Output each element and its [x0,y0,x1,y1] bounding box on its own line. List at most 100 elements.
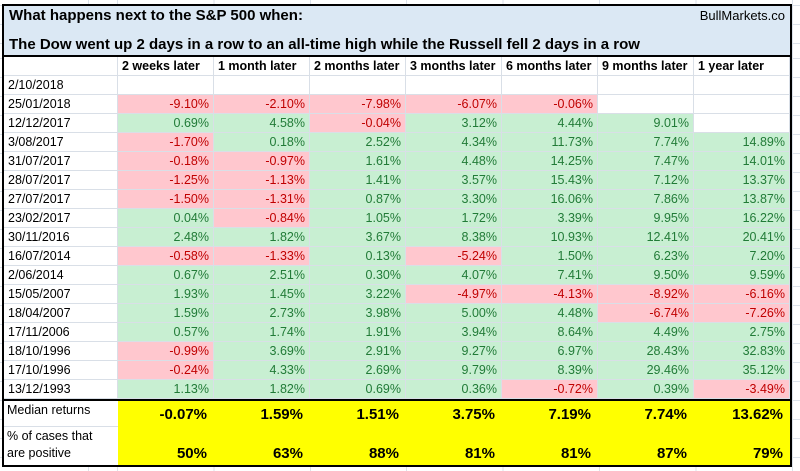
return-cell[interactable]: 9.59% [694,266,790,285]
return-cell[interactable]: 4.44% [502,114,598,133]
return-cell[interactable]: -9.10% [118,95,214,114]
return-cell[interactable]: 14.01% [694,152,790,171]
return-cell[interactable] [598,95,694,114]
column-header[interactable]: 2 months later [310,57,406,76]
return-cell[interactable]: -0.18% [118,152,214,171]
return-cell[interactable]: 6.23% [598,247,694,266]
return-cell[interactable]: -6.07% [406,95,502,114]
return-cell[interactable]: -7.98% [310,95,406,114]
return-cell[interactable]: -2.10% [214,95,310,114]
return-cell[interactable]: -0.24% [118,361,214,380]
return-cell[interactable]: 3.57% [406,171,502,190]
return-cell[interactable]: 3.12% [406,114,502,133]
return-cell[interactable]: -6.16% [694,285,790,304]
date-cell[interactable]: 31/07/2017 [4,152,118,171]
return-cell[interactable]: -3.49% [694,380,790,399]
return-cell[interactable]: 2.69% [310,361,406,380]
return-cell[interactable]: 0.13% [310,247,406,266]
return-cell[interactable]: -4.13% [502,285,598,304]
return-cell[interactable]: 0.69% [310,380,406,399]
date-cell[interactable]: 16/07/2014 [4,247,118,266]
return-cell[interactable]: 6.97% [502,342,598,361]
return-cell[interactable]: 3.22% [310,285,406,304]
return-cell[interactable]: -0.72% [502,380,598,399]
return-cell[interactable]: 13.37% [694,171,790,190]
return-cell[interactable]: 8.38% [406,228,502,247]
return-cell[interactable]: 7.47% [598,152,694,171]
return-cell[interactable]: 7.20% [694,247,790,266]
return-cell[interactable]: 9.79% [406,361,502,380]
corner-cell[interactable] [4,57,118,76]
summary-value-cell[interactable]: 50% [118,427,214,465]
return-cell[interactable] [118,76,214,95]
return-cell[interactable]: 4.58% [214,114,310,133]
return-cell[interactable]: 0.87% [310,190,406,209]
return-cell[interactable]: -6.74% [598,304,694,323]
return-cell[interactable]: -1.31% [214,190,310,209]
return-cell[interactable]: 7.41% [502,266,598,285]
return-cell[interactable]: 3.94% [406,323,502,342]
return-cell[interactable] [406,76,502,95]
return-cell[interactable]: -8.92% [598,285,694,304]
date-cell[interactable]: 27/07/2017 [4,190,118,209]
summary-value-cell[interactable]: 81% [406,427,502,465]
return-cell[interactable]: 4.48% [406,152,502,171]
date-cell[interactable]: 23/02/2017 [4,209,118,228]
summary-value-cell[interactable]: 81% [502,427,598,465]
return-cell[interactable]: 3.69% [214,342,310,361]
return-cell[interactable] [310,76,406,95]
return-cell[interactable]: 0.18% [214,133,310,152]
return-cell[interactable]: -0.58% [118,247,214,266]
return-cell[interactable]: 0.67% [118,266,214,285]
return-cell[interactable]: 0.39% [598,380,694,399]
return-cell[interactable]: 9.27% [406,342,502,361]
return-cell[interactable]: 7.86% [598,190,694,209]
return-cell[interactable]: 2.73% [214,304,310,323]
date-cell[interactable]: 2/06/2014 [4,266,118,285]
return-cell[interactable]: 1.72% [406,209,502,228]
return-cell[interactable]: -4.97% [406,285,502,304]
return-cell[interactable]: -0.97% [214,152,310,171]
date-cell[interactable]: 18/10/1996 [4,342,118,361]
column-header[interactable]: 6 months later [502,57,598,76]
return-cell[interactable]: 35.12% [694,361,790,380]
summary-value-cell[interactable]: 3.75% [406,401,502,427]
return-cell[interactable]: -0.84% [214,209,310,228]
date-cell[interactable]: 17/10/1996 [4,361,118,380]
return-cell[interactable]: -7.26% [694,304,790,323]
date-cell[interactable]: 3/08/2017 [4,133,118,152]
return-cell[interactable]: 1.82% [214,228,310,247]
return-cell[interactable]: 1.13% [118,380,214,399]
return-cell[interactable]: 29.46% [598,361,694,380]
summary-value-cell[interactable]: 13.62% [694,401,790,427]
date-cell[interactable]: 18/04/2007 [4,304,118,323]
return-cell[interactable]: 2.48% [118,228,214,247]
return-cell[interactable]: 1.93% [118,285,214,304]
return-cell[interactable]: -0.99% [118,342,214,361]
return-cell[interactable]: 14.89% [694,133,790,152]
return-cell[interactable]: 4.49% [598,323,694,342]
return-cell[interactable]: 0.57% [118,323,214,342]
summary-value-cell[interactable]: 88% [310,427,406,465]
date-cell[interactable]: 28/07/2017 [4,171,118,190]
return-cell[interactable]: 1.45% [214,285,310,304]
column-header[interactable]: 3 months later [406,57,502,76]
date-cell[interactable]: 30/11/2016 [4,228,118,247]
return-cell[interactable]: 2.75% [694,323,790,342]
return-cell[interactable]: -1.70% [118,133,214,152]
return-cell[interactable]: 2.91% [310,342,406,361]
column-header[interactable]: 1 month later [214,57,310,76]
summary-value-cell[interactable]: -0.07% [118,401,214,427]
date-cell[interactable]: 2/10/2018 [4,76,118,95]
summary-label[interactable]: % of cases that are positive [4,427,118,465]
return-cell[interactable]: 1.59% [118,304,214,323]
return-cell[interactable]: 1.05% [310,209,406,228]
summary-value-cell[interactable]: 1.51% [310,401,406,427]
return-cell[interactable]: 20.41% [694,228,790,247]
return-cell[interactable]: 3.67% [310,228,406,247]
return-cell[interactable]: 1.91% [310,323,406,342]
return-cell[interactable]: 4.34% [406,133,502,152]
return-cell[interactable]: 12.41% [598,228,694,247]
return-cell[interactable]: 8.64% [502,323,598,342]
return-cell[interactable]: 11.73% [502,133,598,152]
